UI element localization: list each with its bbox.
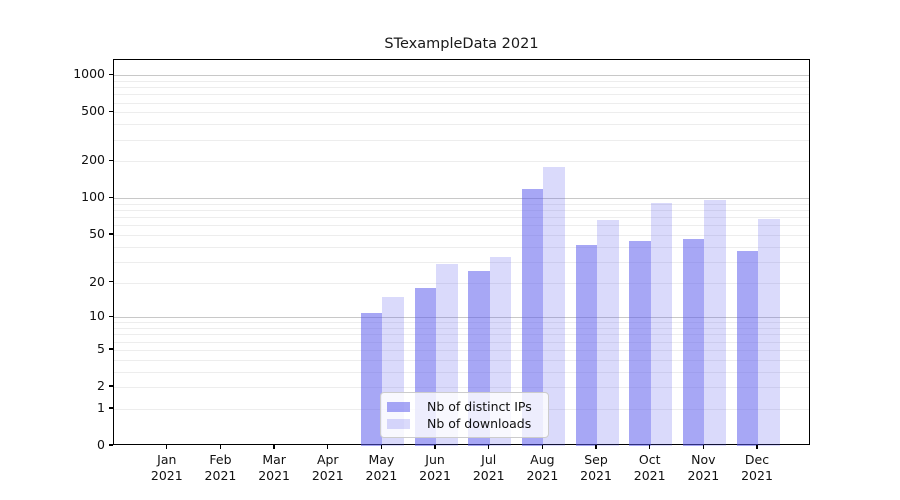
y-tick-mark-0 (109, 444, 113, 446)
x-tick-mark-feb (219, 445, 222, 449)
gridline-minor-800 (114, 87, 809, 89)
x-tick-label-mar: Mar 2021 (258, 452, 291, 483)
y-tick-label-200: 200 (81, 152, 105, 168)
gridline-minor-6 (114, 341, 809, 343)
y-tick-mark-500 (109, 110, 113, 113)
y-tick-label-500: 500 (81, 103, 105, 119)
gridline-minor-60 (114, 225, 809, 227)
y-tick-label-100: 100 (81, 189, 105, 205)
y-tick-label-5: 5 (97, 340, 105, 356)
gridline-minor-3 (114, 371, 809, 373)
bar-downloads-aug (543, 167, 565, 446)
gridline-major-10 (114, 317, 809, 319)
x-tick-label-aug: Aug 2021 (526, 452, 559, 483)
gridline-minor-200 (114, 161, 809, 163)
y-tick-label-0: 0 (97, 437, 105, 452)
bar-downloads-sep (597, 220, 619, 446)
legend-item-downloads: Nb of downloads (387, 416, 540, 431)
y-tick-mark-200 (109, 159, 113, 162)
y-tick-mark-1 (109, 407, 113, 409)
y-tick-mark-5 (109, 348, 113, 350)
legend-swatch-downloads (387, 418, 410, 429)
y-tick-mark-2 (109, 385, 113, 387)
x-tick-mark-aug (541, 445, 544, 449)
x-tick-mark-nov (702, 445, 704, 449)
x-tick-label-jan: Jan 2021 (150, 452, 183, 483)
y-tick-mark-1000 (109, 73, 113, 75)
gridline-minor-900 (114, 80, 809, 82)
bar-ips-nov (682, 239, 705, 446)
gridline-minor-7 (114, 334, 809, 336)
y-tick-label-1000: 1000 (73, 66, 105, 82)
y-tick-label-1: 1 (97, 399, 105, 415)
x-tick-label-oct: Oct 2021 (633, 452, 666, 483)
x-tick-mark-dec (756, 445, 758, 449)
bar-ips-may (360, 312, 383, 446)
x-tick-label-dec: Dec 2021 (741, 452, 773, 483)
gridline-minor-8 (114, 328, 809, 330)
x-tick-mark-jul (488, 445, 490, 449)
gridline-minor-70 (114, 217, 809, 219)
x-tick-label-sep: Sep 2021 (580, 452, 612, 483)
x-tick-label-may: May 2021 (365, 452, 398, 483)
x-tick-label-jul: Jul 2021 (472, 452, 505, 483)
plot-area: Nb of distinct IPs Nb of downloads (113, 59, 810, 446)
x-tick-label-nov: Nov 2021 (687, 452, 720, 483)
x-tick-label-feb: Feb 2021 (204, 452, 237, 483)
gridline-minor-40 (114, 246, 809, 248)
y-tick-mark-50 (109, 233, 113, 235)
y-tick-label-10: 10 (89, 308, 105, 324)
x-tick-mark-mar (273, 445, 275, 449)
y-tick-label-50: 50 (89, 226, 105, 242)
y-tick-mark-20 (109, 281, 113, 283)
gridline-minor-600 (114, 102, 809, 104)
gridline-minor-50 (114, 235, 809, 237)
gridline-minor-90 (114, 203, 809, 205)
legend-item-distinct-ips: Nb of distinct IPs (387, 399, 540, 414)
bar-downloads-oct (650, 202, 673, 446)
y-tick-mark-100 (109, 196, 113, 199)
bar-ips-sep (575, 245, 598, 446)
x-tick-mark-jan (166, 445, 168, 449)
x-tick-mark-may (380, 445, 383, 449)
legend-label-distinct-ips: Nb of distinct IPs (427, 399, 532, 414)
legend-label-downloads: Nb of downloads (427, 416, 532, 431)
gridline-minor-5 (114, 349, 809, 351)
gridline-major-100 (114, 198, 809, 200)
x-tick-label-jun: Jun 2021 (419, 452, 451, 483)
x-tick-mark-jun (434, 445, 436, 449)
bar-ips-dec (736, 250, 758, 446)
gridline-major-1000 (114, 75, 809, 77)
gridline-minor-4 (114, 359, 809, 361)
chart-title: STexampleData 2021 (384, 36, 539, 52)
legend: Nb of distinct IPs Nb of downloads (380, 392, 549, 438)
gridline-minor-700 (114, 94, 809, 96)
gridline-minor-2 (114, 387, 809, 389)
bar-ips-oct (629, 240, 651, 446)
bar-downloads-nov (704, 199, 726, 446)
x-tick-label-apr: Apr 2021 (311, 452, 344, 483)
gridline-minor-80 (114, 210, 809, 212)
bar-downloads-dec (758, 218, 780, 446)
y-tick-label-2: 2 (97, 378, 105, 394)
legend-swatch-distinct-ips (387, 401, 410, 412)
y-tick-mark-10 (109, 315, 113, 318)
gridline-minor-30 (114, 261, 809, 263)
gridline-minor-400 (114, 124, 809, 126)
gridline-minor-20 (114, 282, 809, 284)
x-tick-mark-sep (595, 445, 597, 449)
bar-ips-aug (521, 188, 544, 446)
x-tick-mark-apr (327, 445, 329, 449)
gridline-minor-300 (114, 139, 809, 141)
gridline-minor-500 (114, 112, 809, 114)
y-tick-label-20: 20 (89, 273, 105, 289)
gridline-minor-9 (114, 322, 809, 324)
x-tick-mark-oct (649, 445, 651, 449)
